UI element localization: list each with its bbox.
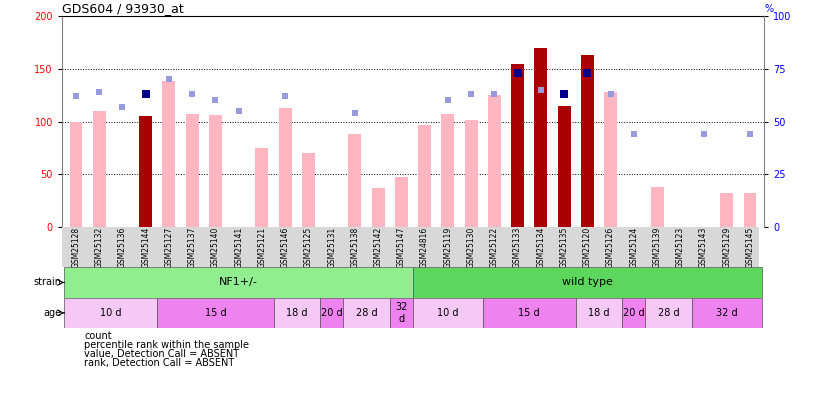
- Bar: [465, 120, 477, 227]
- Text: 32
d: 32 d: [395, 302, 407, 324]
- Text: GSM25135: GSM25135: [559, 227, 568, 268]
- Text: GSM25133: GSM25133: [513, 227, 522, 268]
- Text: GSM25122: GSM25122: [490, 227, 499, 268]
- Text: GSM25136: GSM25136: [118, 227, 127, 268]
- Text: strain: strain: [34, 277, 61, 288]
- Text: GSM25127: GSM25127: [164, 227, 173, 268]
- Text: GSM25137: GSM25137: [188, 227, 197, 268]
- Bar: [413, 298, 482, 328]
- Bar: [157, 298, 273, 328]
- Text: GSM25138: GSM25138: [350, 227, 359, 268]
- Text: 10 d: 10 d: [437, 308, 458, 318]
- Bar: [64, 298, 157, 328]
- Bar: [390, 298, 413, 328]
- Text: 20 d: 20 d: [320, 308, 343, 318]
- Text: GSM25126: GSM25126: [606, 227, 615, 268]
- Bar: [558, 106, 571, 227]
- Text: GSM25144: GSM25144: [141, 227, 150, 268]
- Bar: [93, 111, 106, 227]
- Bar: [692, 298, 762, 328]
- Text: %: %: [764, 4, 773, 14]
- Bar: [482, 298, 576, 328]
- Bar: [720, 193, 733, 227]
- Bar: [69, 336, 76, 337]
- Text: GSM25141: GSM25141: [234, 227, 243, 268]
- Text: GSM25128: GSM25128: [71, 227, 80, 268]
- Bar: [209, 115, 222, 227]
- Bar: [622, 298, 645, 328]
- Bar: [581, 55, 594, 227]
- Text: count: count: [84, 331, 112, 341]
- Bar: [278, 108, 292, 227]
- Text: 28 d: 28 d: [658, 308, 680, 318]
- Text: percentile rank within the sample: percentile rank within the sample: [84, 340, 249, 350]
- Text: GSM25124: GSM25124: [629, 227, 638, 268]
- Bar: [604, 92, 617, 227]
- Text: GSM25145: GSM25145: [746, 227, 755, 268]
- Bar: [64, 267, 413, 298]
- Text: wild type: wild type: [562, 277, 613, 288]
- Bar: [273, 298, 320, 328]
- Text: GSM25143: GSM25143: [699, 227, 708, 268]
- Bar: [255, 148, 268, 227]
- Bar: [645, 298, 692, 328]
- Text: GSM25121: GSM25121: [258, 227, 267, 268]
- Text: GSM25132: GSM25132: [95, 227, 103, 268]
- Text: GDS604 / 93930_at: GDS604 / 93930_at: [62, 2, 183, 15]
- Text: 28 d: 28 d: [356, 308, 377, 318]
- Bar: [488, 95, 501, 227]
- Bar: [186, 114, 198, 227]
- Text: 15 d: 15 d: [205, 308, 226, 318]
- Text: GSM25139: GSM25139: [653, 227, 662, 268]
- Text: GSM25140: GSM25140: [211, 227, 220, 268]
- Text: GSM25147: GSM25147: [396, 227, 406, 268]
- Text: NF1+/-: NF1+/-: [219, 277, 258, 288]
- Bar: [372, 188, 385, 227]
- Text: GSM24816: GSM24816: [420, 227, 430, 268]
- Text: GSM25134: GSM25134: [536, 227, 545, 268]
- Text: 18 d: 18 d: [286, 308, 307, 318]
- Bar: [576, 298, 622, 328]
- Bar: [69, 122, 83, 227]
- Text: 15 d: 15 d: [519, 308, 540, 318]
- Text: GSM25125: GSM25125: [304, 227, 313, 268]
- Text: age: age: [43, 308, 61, 318]
- Bar: [413, 267, 762, 298]
- Bar: [651, 187, 663, 227]
- Text: rank, Detection Call = ABSENT: rank, Detection Call = ABSENT: [84, 358, 235, 368]
- Bar: [743, 193, 757, 227]
- Text: 32 d: 32 d: [716, 308, 738, 318]
- Text: GSM25142: GSM25142: [373, 227, 382, 268]
- Bar: [349, 134, 361, 227]
- Bar: [511, 64, 524, 227]
- Text: GSM25130: GSM25130: [467, 227, 476, 268]
- Text: GSM25120: GSM25120: [583, 227, 592, 268]
- Bar: [441, 114, 454, 227]
- Bar: [140, 116, 152, 227]
- Bar: [69, 362, 76, 363]
- Bar: [320, 298, 344, 328]
- Bar: [344, 298, 390, 328]
- Text: 18 d: 18 d: [588, 308, 610, 318]
- Bar: [534, 48, 548, 227]
- Text: 10 d: 10 d: [100, 308, 121, 318]
- Text: GSM25123: GSM25123: [676, 227, 685, 268]
- Text: 20 d: 20 d: [623, 308, 644, 318]
- Bar: [163, 81, 175, 227]
- Text: GSM25131: GSM25131: [327, 227, 336, 268]
- Text: value, Detection Call = ABSENT: value, Detection Call = ABSENT: [84, 349, 240, 359]
- Bar: [395, 177, 408, 227]
- Text: GSM25146: GSM25146: [281, 227, 290, 268]
- Text: GSM25119: GSM25119: [444, 227, 453, 268]
- Bar: [418, 125, 431, 227]
- Text: GSM25129: GSM25129: [723, 227, 731, 268]
- Bar: [302, 153, 315, 227]
